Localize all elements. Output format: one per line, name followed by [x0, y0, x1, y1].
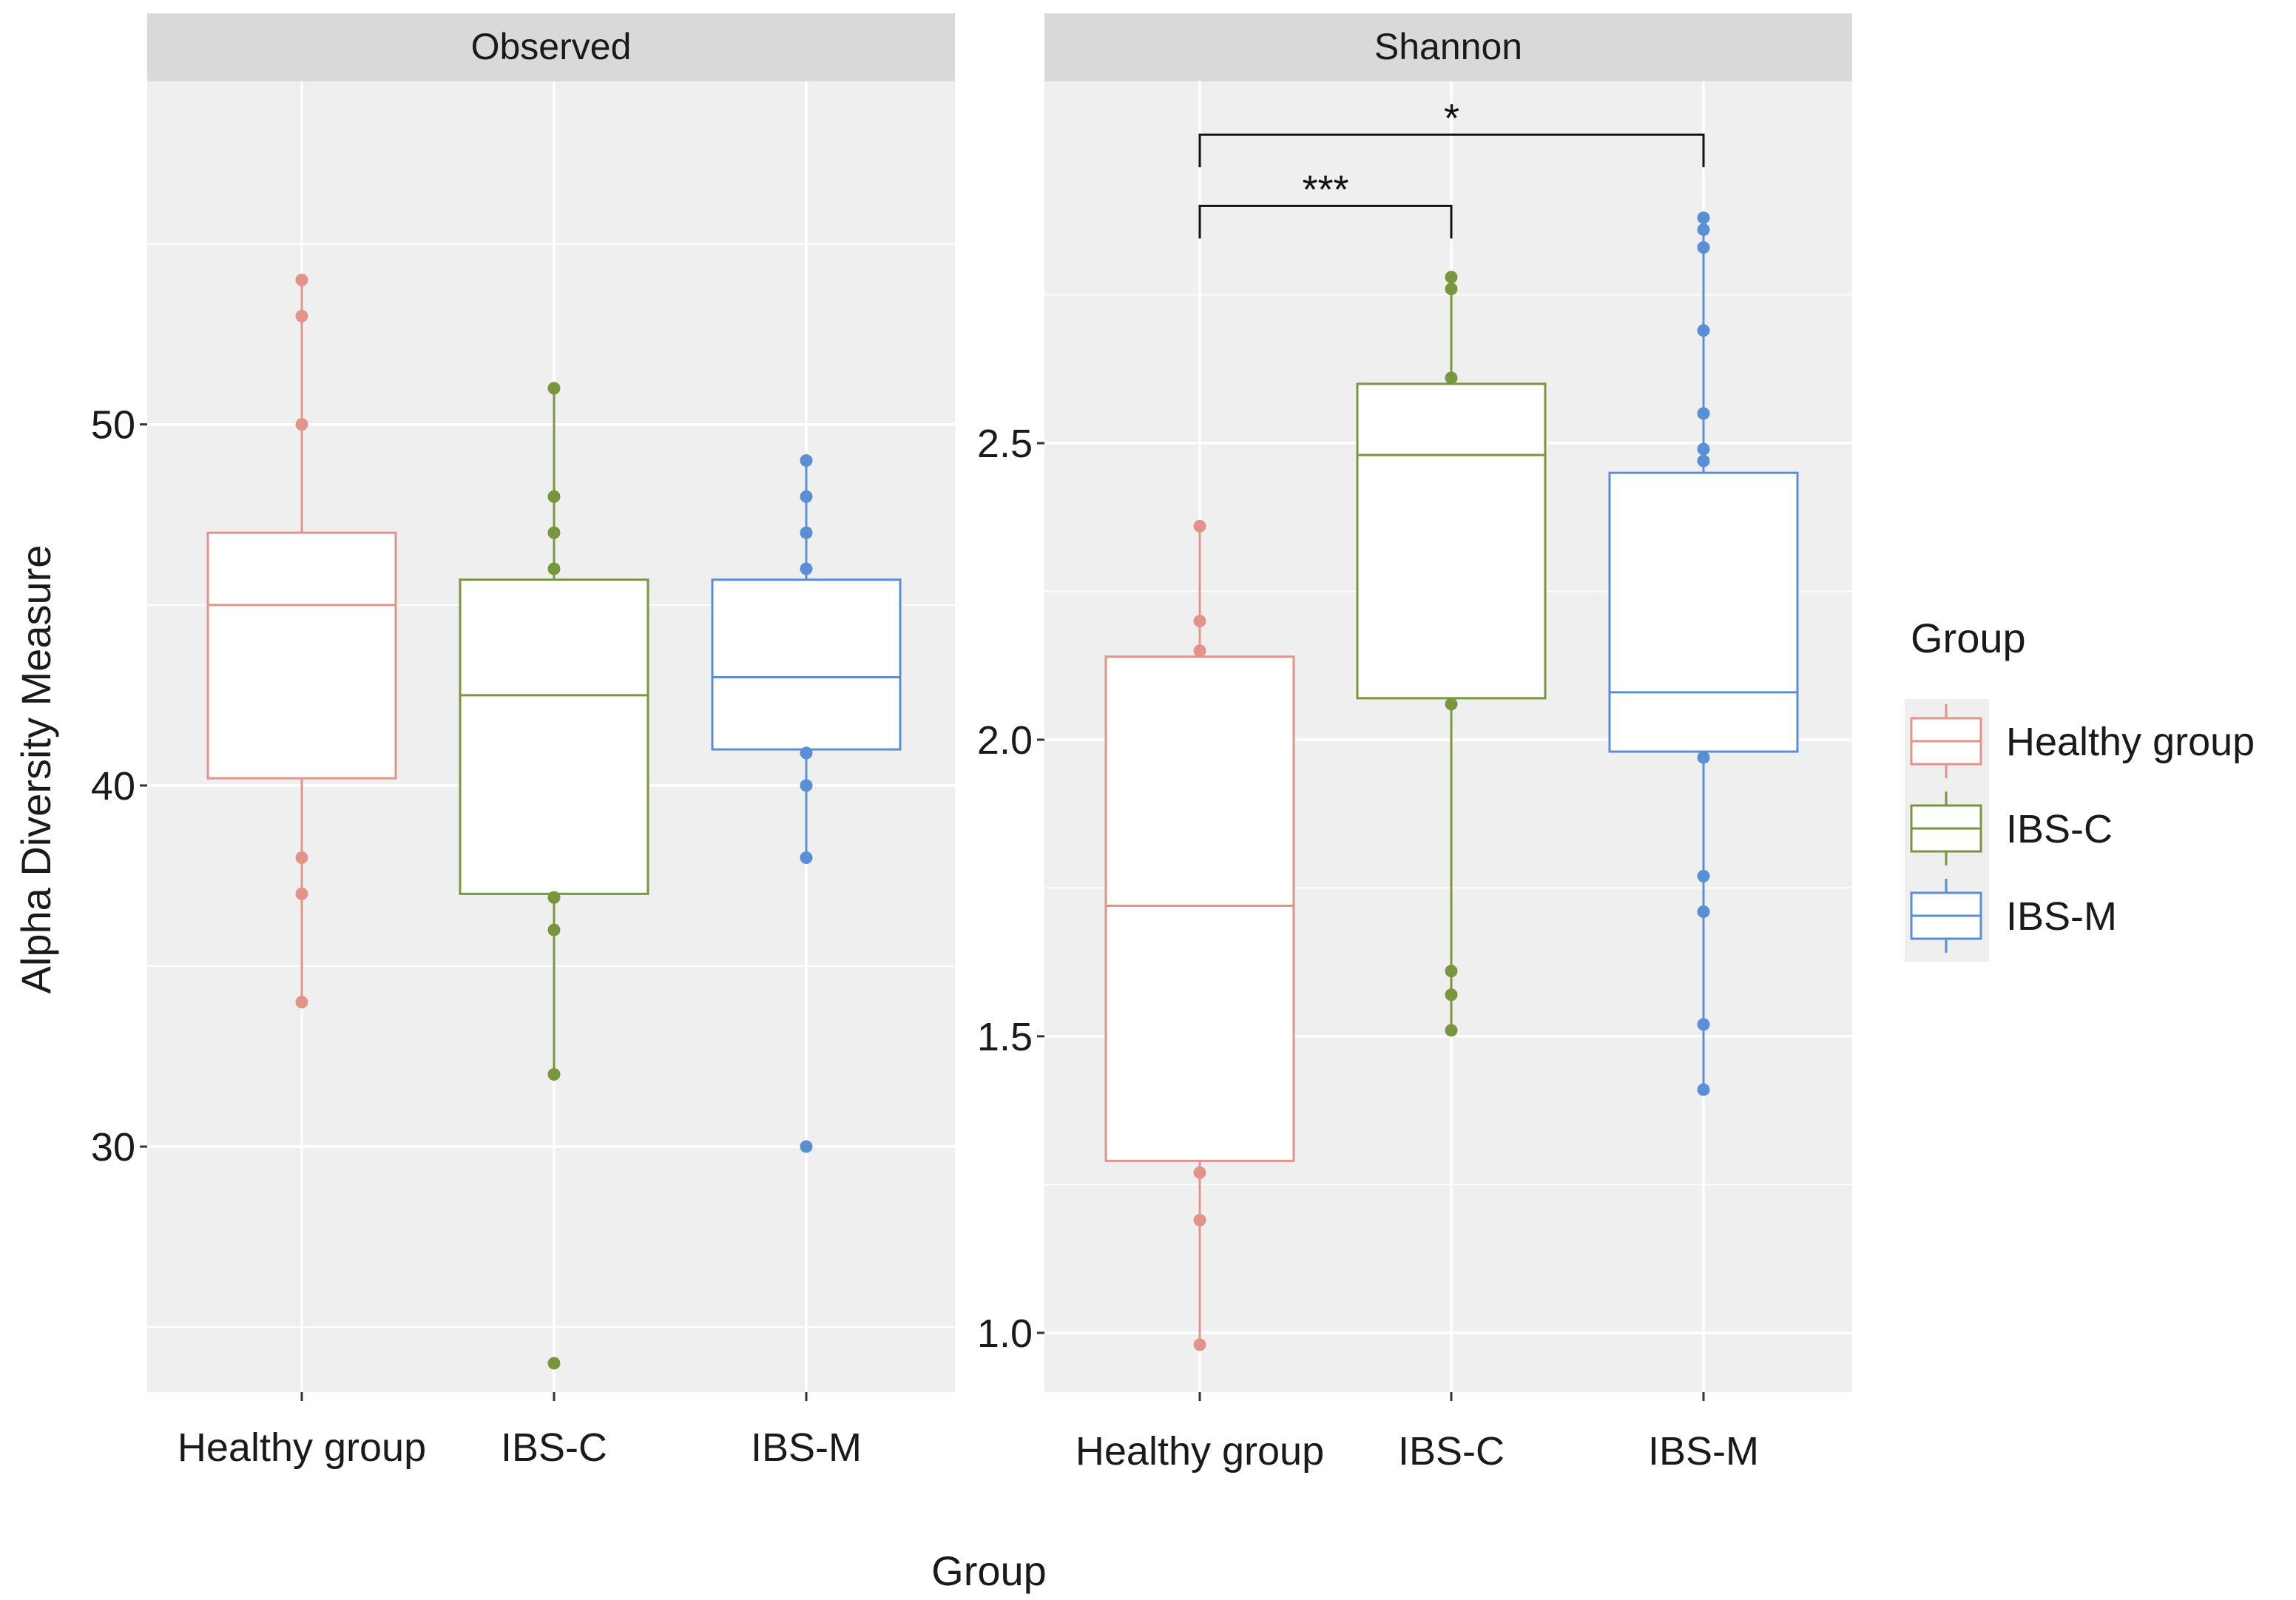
data-point-ibs-c	[1445, 271, 1458, 284]
significance-bracket	[1198, 133, 1705, 168]
marks-observed	[206, 273, 902, 1370]
data-point-healthy-group	[1193, 615, 1206, 628]
data-point-healthy-group	[1193, 1338, 1206, 1351]
data-point-ibs-m	[1697, 1018, 1710, 1031]
data-point-ibs-m	[1697, 454, 1710, 467]
box-ibs-m	[1608, 471, 1799, 753]
strip-observed	[147, 13, 955, 81]
y-tick-label-shannon: 2.5	[977, 422, 1033, 466]
data-point-ibs-c	[1445, 698, 1458, 711]
strip-shannon	[1044, 13, 1852, 81]
data-point-ibs-m	[1697, 223, 1710, 236]
data-point-ibs-m	[1697, 442, 1710, 456]
data-point-ibs-c	[1445, 965, 1458, 978]
data-point-ibs-c	[547, 490, 561, 503]
x-tick-label-shannon: IBS-C	[1398, 1429, 1505, 1474]
data-point-ibs-m	[1697, 905, 1710, 919]
significance-label: *	[1444, 96, 1459, 141]
data-point-ibs-c	[547, 891, 561, 904]
box-ibs-c	[1356, 382, 1547, 700]
data-point-ibs-c	[547, 923, 561, 936]
data-point-ibs-c	[547, 1357, 561, 1370]
data-point-healthy-group	[295, 309, 308, 323]
data-point-ibs-m	[800, 562, 813, 575]
x-tick-label-observed: IBS-M	[751, 1425, 862, 1470]
data-point-ibs-m	[800, 490, 813, 503]
data-point-ibs-c	[547, 1067, 561, 1081]
data-point-healthy-group	[295, 418, 308, 431]
x-tick-label-observed: IBS-C	[501, 1425, 607, 1470]
x-tick-label-shannon: Healthy group	[1076, 1429, 1324, 1474]
data-point-ibs-m	[800, 1140, 813, 1153]
y-tick-label-shannon: 1.5	[977, 1015, 1033, 1059]
box-healthy-group	[1104, 655, 1295, 1162]
axes-shannon: 1.0 1.5 2.0 2.5 Healthy group IBS-C IBS-M	[977, 422, 1759, 1474]
data-point-healthy-group	[295, 273, 308, 286]
box-ibs-c	[459, 578, 649, 895]
x-tick-label-shannon: IBS-M	[1648, 1429, 1759, 1474]
data-point-ibs-c	[1445, 371, 1458, 385]
y-tick-label-shannon: 2.0	[977, 718, 1033, 763]
data-point-ibs-m	[800, 851, 813, 865]
legend: Group Healthy group IBS-C IBS-M	[1905, 615, 2255, 962]
data-point-healthy-group	[1193, 1213, 1206, 1226]
significance-brackets: ****	[1198, 96, 1705, 239]
y-tick-label-shannon: 1.0	[977, 1312, 1033, 1356]
data-point-ibs-c	[547, 526, 561, 539]
legend-title: Group	[1911, 615, 2026, 661]
legend-label-ibs-m: IBS-M	[2006, 894, 2117, 939]
data-point-ibs-m	[1697, 241, 1710, 254]
axes-observed: 30 40 50 Healthy group IBS-C IBS-M	[91, 403, 862, 1470]
data-point-ibs-c	[1445, 283, 1458, 296]
data-point-healthy-group	[295, 887, 308, 900]
y-axis-title: Alpha Diversity Measure	[13, 545, 59, 994]
y-tick-label-observed: 50	[91, 403, 135, 448]
strip-label-observed: Observed	[471, 26, 632, 67]
panel-observed: Observed 30 40 50 Healthy group IBS-C IBS-M	[91, 13, 955, 1470]
significance-label: ***	[1302, 167, 1348, 212]
x-axis-title: Group	[931, 1547, 1047, 1594]
marks-shannon	[1104, 211, 1799, 1351]
data-point-healthy-group	[295, 851, 308, 865]
data-point-ibs-m	[800, 454, 813, 467]
data-point-ibs-m	[1697, 751, 1710, 764]
box-ibs-m	[711, 578, 902, 751]
data-point-ibs-m	[800, 779, 813, 792]
y-tick-label-observed: 40	[91, 764, 135, 809]
data-point-ibs-m	[1697, 324, 1710, 337]
y-tick-label-observed: 30	[91, 1125, 135, 1169]
x-tick-label-observed: Healthy group	[178, 1425, 426, 1470]
data-point-ibs-m	[1697, 869, 1710, 882]
data-point-healthy-group	[1193, 1166, 1206, 1179]
data-point-ibs-m	[1697, 1083, 1710, 1096]
data-point-ibs-m	[1697, 211, 1710, 224]
data-point-ibs-c	[1445, 988, 1458, 1002]
legend-label-healthy-group: Healthy group	[2006, 720, 2255, 764]
data-point-ibs-m	[1697, 407, 1710, 420]
data-point-ibs-c	[547, 382, 561, 395]
box-healthy-group	[206, 531, 397, 780]
data-point-ibs-c	[547, 562, 561, 575]
data-point-ibs-c	[1445, 1024, 1458, 1037]
data-point-ibs-m	[800, 526, 813, 539]
data-point-ibs-m	[800, 746, 813, 760]
data-point-healthy-group	[1193, 519, 1206, 533]
data-point-healthy-group	[295, 996, 308, 1009]
significance-bracket	[1198, 204, 1453, 239]
data-point-healthy-group	[1193, 644, 1206, 658]
legend-items: Healthy group IBS-C IBS-M	[1910, 704, 2255, 953]
legend-label-ibs-c: IBS-C	[2006, 807, 2113, 851]
strip-label-shannon: Shannon	[1374, 26, 1522, 67]
